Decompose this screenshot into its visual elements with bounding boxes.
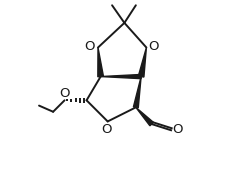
Text: O: O — [59, 87, 70, 100]
Polygon shape — [98, 48, 103, 77]
Polygon shape — [138, 48, 146, 77]
Text: O: O — [84, 40, 95, 53]
Text: O: O — [148, 40, 159, 53]
Polygon shape — [133, 77, 141, 108]
Text: O: O — [101, 123, 112, 136]
Polygon shape — [101, 74, 141, 79]
Polygon shape — [136, 107, 153, 126]
Text: O: O — [173, 123, 183, 136]
